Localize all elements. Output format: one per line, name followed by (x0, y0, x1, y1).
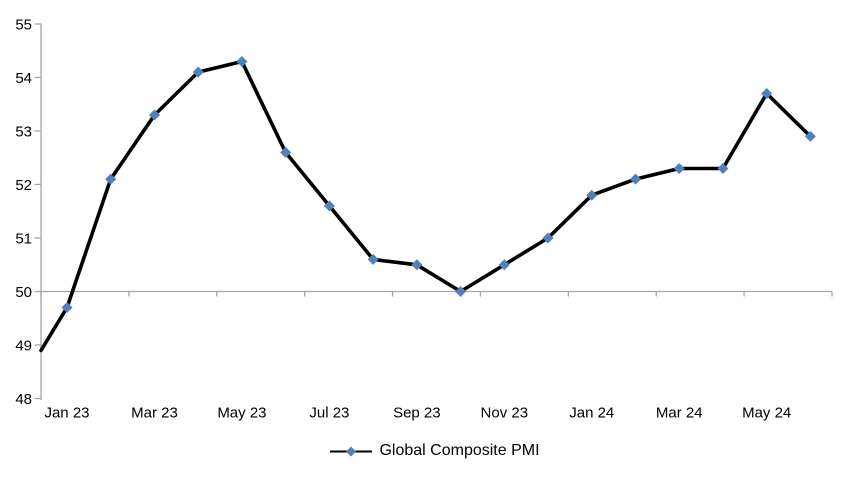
pmi-data-point-marker (804, 130, 816, 142)
x-axis-tick-label: Jan 23 (44, 405, 89, 422)
pmi-data-point-marker (761, 88, 773, 100)
pmi-data-point-marker (629, 173, 641, 185)
pmi-data-point-marker (323, 200, 335, 212)
pmi-data-point-marker (61, 302, 73, 314)
chart-legend: Global Composite PMI (9, 441, 852, 461)
pmi-data-point-marker (192, 66, 204, 78)
x-axis-tick-label: May 24 (742, 405, 791, 422)
pmi-data-point-marker (673, 162, 685, 174)
x-axis-tick-label: Sep 23 (393, 405, 441, 422)
y-axis-tick-label: 51 (15, 231, 32, 248)
pmi-data-point-marker (717, 162, 729, 174)
pmi-data-point-marker (411, 259, 423, 271)
legend-diamond-marker-icon (346, 446, 357, 456)
pmi-data-point-marker (586, 189, 598, 201)
legend-series-label: Global Composite PMI (379, 442, 540, 459)
x-axis-tick-label: Jan 24 (569, 405, 614, 422)
legend-series-swatch-icon (330, 446, 373, 456)
y-axis-tick-label: 50 (15, 284, 32, 301)
pmi-data-point-marker (148, 109, 160, 121)
pmi-data-point-marker (542, 232, 554, 244)
x-axis-tick-label: Mar 24 (656, 405, 703, 422)
pmi-data-point-marker (105, 173, 117, 185)
pmi-series-line (39, 59, 813, 353)
x-axis-tick-label: May 23 (217, 405, 266, 422)
x-axis-tick-label: Mar 23 (131, 405, 178, 422)
y-axis-tick-label: 54 (15, 70, 32, 87)
pmi-data-point-marker (280, 146, 292, 158)
pmi-data-point-marker (455, 286, 467, 297)
y-axis-tick-label: 55 (15, 17, 32, 34)
pmi-data-point-marker (367, 253, 379, 265)
y-axis-tick-label: 52 (15, 177, 32, 194)
x-axis-tick-label: Nov 23 (481, 405, 529, 422)
pmi-data-point-marker (498, 259, 510, 271)
pmi-data-point-marker (236, 55, 248, 67)
x-axis-tick-label: Jul 23 (309, 405, 349, 422)
y-axis-tick-label: 49 (15, 338, 32, 355)
y-axis-tick-label: 53 (15, 124, 32, 141)
y-axis-tick-label: 48 (15, 391, 32, 408)
